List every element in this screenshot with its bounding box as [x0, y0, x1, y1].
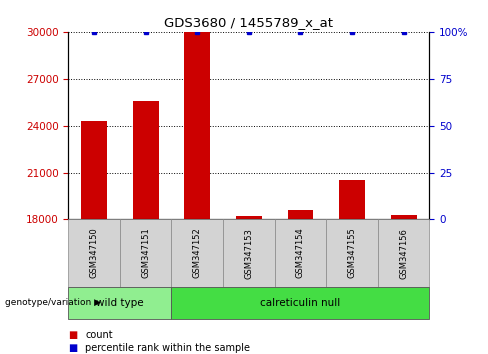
Text: GSM347152: GSM347152: [193, 228, 202, 279]
Text: GSM347156: GSM347156: [399, 228, 408, 279]
Bar: [236, 216, 262, 219]
Bar: [184, 32, 210, 219]
Text: GSM347154: GSM347154: [296, 228, 305, 279]
Text: count: count: [85, 330, 113, 339]
Text: GSM347150: GSM347150: [90, 228, 99, 279]
Text: ■: ■: [68, 330, 78, 339]
Text: percentile rank within the sample: percentile rank within the sample: [85, 343, 250, 353]
Bar: [81, 121, 107, 219]
Text: GSM347155: GSM347155: [347, 228, 357, 279]
Text: GSM347151: GSM347151: [141, 228, 150, 279]
Text: wild type: wild type: [96, 298, 144, 308]
Text: calreticulin null: calreticulin null: [260, 298, 341, 308]
Text: ■: ■: [68, 343, 78, 353]
Bar: [339, 181, 365, 219]
Bar: [287, 210, 313, 219]
Title: GDS3680 / 1455789_x_at: GDS3680 / 1455789_x_at: [164, 16, 333, 29]
Bar: [133, 101, 159, 219]
Text: genotype/variation ▶: genotype/variation ▶: [5, 298, 101, 307]
Text: GSM347153: GSM347153: [244, 228, 253, 279]
Bar: [391, 215, 417, 219]
